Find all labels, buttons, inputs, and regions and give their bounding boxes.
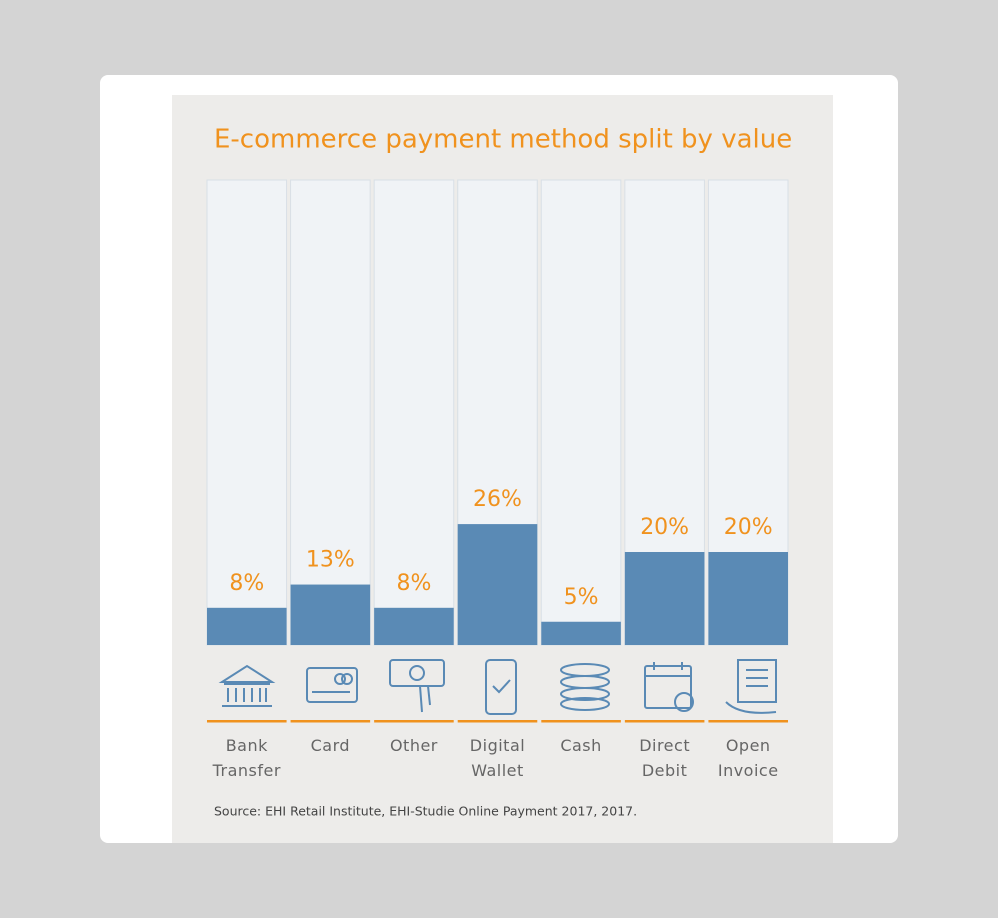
x-tick-label: Cash: [560, 736, 602, 755]
category-underline: [374, 720, 454, 723]
category-underline: [624, 720, 705, 723]
category-underline: [541, 720, 621, 723]
x-tick-label: Digital Wallet: [469, 736, 526, 780]
value-label: 20%: [640, 515, 689, 540]
value-label: 8%: [229, 571, 264, 596]
value-label: 26%: [473, 487, 522, 512]
source-note: Source: EHI Retail Institute, EHI-Studie…: [214, 804, 637, 819]
chart-title: E-commerce payment method split by value: [214, 125, 792, 155]
column-background: [206, 179, 288, 646]
x-tick-label: Card: [310, 736, 351, 755]
category-underline: [457, 720, 538, 723]
bar: [374, 607, 454, 645]
column-background: [540, 179, 622, 646]
column-background: [373, 179, 455, 646]
bar: [624, 552, 705, 645]
category-underline: [290, 720, 371, 723]
icons: [218, 659, 777, 715]
value-label: 13%: [306, 548, 355, 573]
bar: [457, 524, 538, 645]
category-underline: [708, 720, 788, 723]
bar: [207, 607, 287, 645]
category-underline: [207, 720, 287, 723]
x-tick-label: Direct Debit: [639, 736, 691, 780]
value-label: 5%: [564, 585, 599, 610]
x-tick-label: Bank Transfer: [212, 736, 281, 780]
value-label: 8%: [396, 571, 431, 596]
bar: [541, 621, 621, 645]
x-tick-label: Other: [389, 736, 438, 755]
x-tick-label: Open Invoice: [717, 736, 779, 780]
value-label: 20%: [724, 515, 773, 540]
column-background: [290, 179, 371, 646]
bar: [708, 552, 788, 645]
bar: [290, 584, 371, 645]
